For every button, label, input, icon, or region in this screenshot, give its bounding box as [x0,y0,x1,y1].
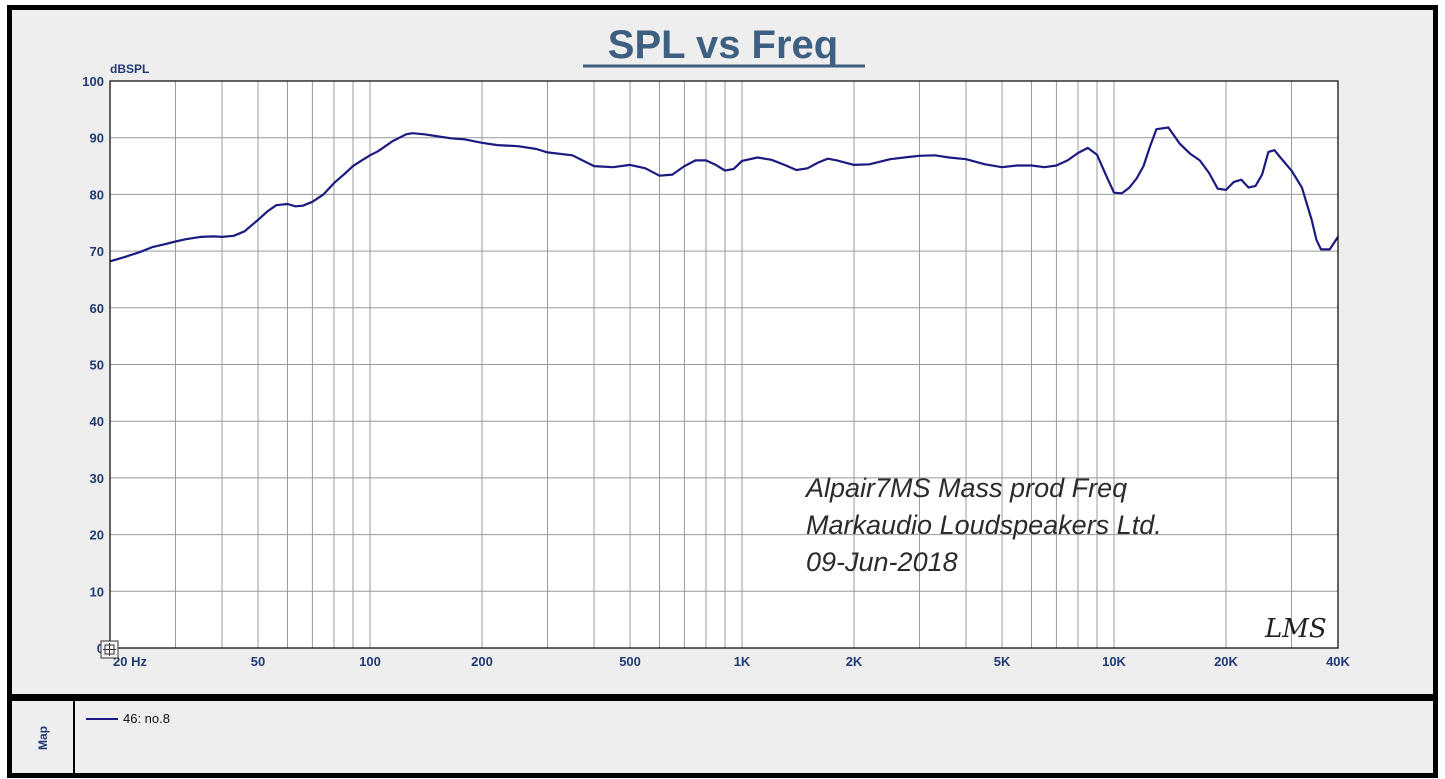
y-tick-label: 40 [90,414,104,429]
lms-watermark: LMS [1264,614,1327,644]
x-tick-labels: 20 Hz 50 100 200 500 1K 2K 5K 10K 20K 40K [113,654,1351,669]
x-tick-label: 100 [359,654,381,669]
y-tick-label: 70 [90,244,104,259]
y-tick-label: 20 [90,528,104,543]
x-tick-label: 20 Hz [113,654,147,669]
annotation-line-2: Markaudio Loudspeakers Ltd. [806,510,1162,540]
legend-entry-46-no8: 46: no.8 [123,711,170,726]
y-tick-label: 10 [90,584,104,599]
y-tick-label: 100 [82,74,104,89]
chart-title: SPL vs Freq [608,23,838,67]
plot-border [109,80,1339,649]
y-tick-label: 0 [97,641,104,656]
x-tick-label: 200 [471,654,493,669]
x-tick-label: 2K [846,654,863,669]
legend-side-label: Map [36,726,50,750]
legend-panel [12,700,1435,774]
zoom-reset-icon[interactable] [100,640,119,659]
legend-side-panel [12,700,74,774]
x-tick-label: 10K [1102,654,1126,669]
y-axis-unit-label: dBSPL [110,62,149,76]
grid-lines [110,81,1338,648]
series-line-46-no8 [109,126,1339,263]
y-tick-label: 30 [90,471,104,486]
x-tick-label: 5K [994,654,1011,669]
legend-frame [7,696,1438,778]
x-tick-label: 50 [251,654,265,669]
x-tick-label: 40K [1326,654,1350,669]
x-tick-label: 1K [734,654,751,669]
y-tick-label: 80 [90,187,104,202]
y-tick-label: 60 [90,301,104,316]
x-tick-label: 500 [619,654,641,669]
x-tick-label: 20K [1214,654,1238,669]
y-tick-label: 50 [90,358,104,373]
annotation-line-3: 09-Jun-2018 [806,547,958,577]
annotation-line-1: Alpair7MS Mass prod Freq [804,473,1127,503]
y-tick-label: 90 [90,131,104,146]
